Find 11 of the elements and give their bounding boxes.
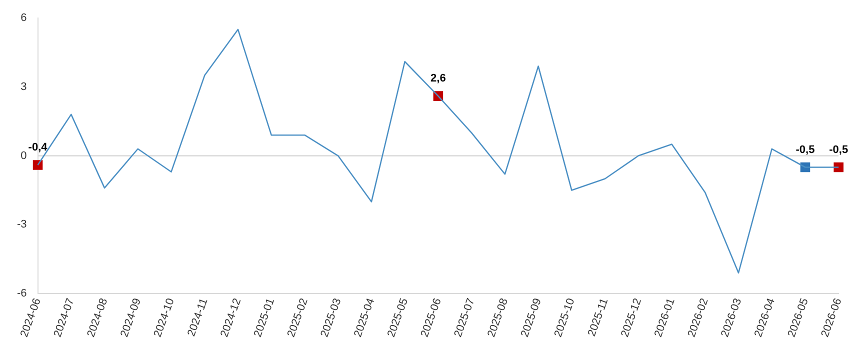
point — [834, 162, 844, 172]
data-label: -0,5 — [796, 144, 815, 156]
y-tick-label: 0 — [20, 150, 27, 162]
point — [32, 160, 43, 170]
y-tick-label: 3 — [20, 80, 27, 93]
data-label: 2,6 — [430, 72, 446, 85]
data-label: -0,4 — [28, 141, 48, 154]
y-tick-label: 6 — [20, 12, 27, 24]
y-tick-label: -3 — [17, 218, 27, 231]
data-label: -0,5 — [829, 144, 848, 156]
y-tick-label: -6 — [17, 288, 27, 300]
